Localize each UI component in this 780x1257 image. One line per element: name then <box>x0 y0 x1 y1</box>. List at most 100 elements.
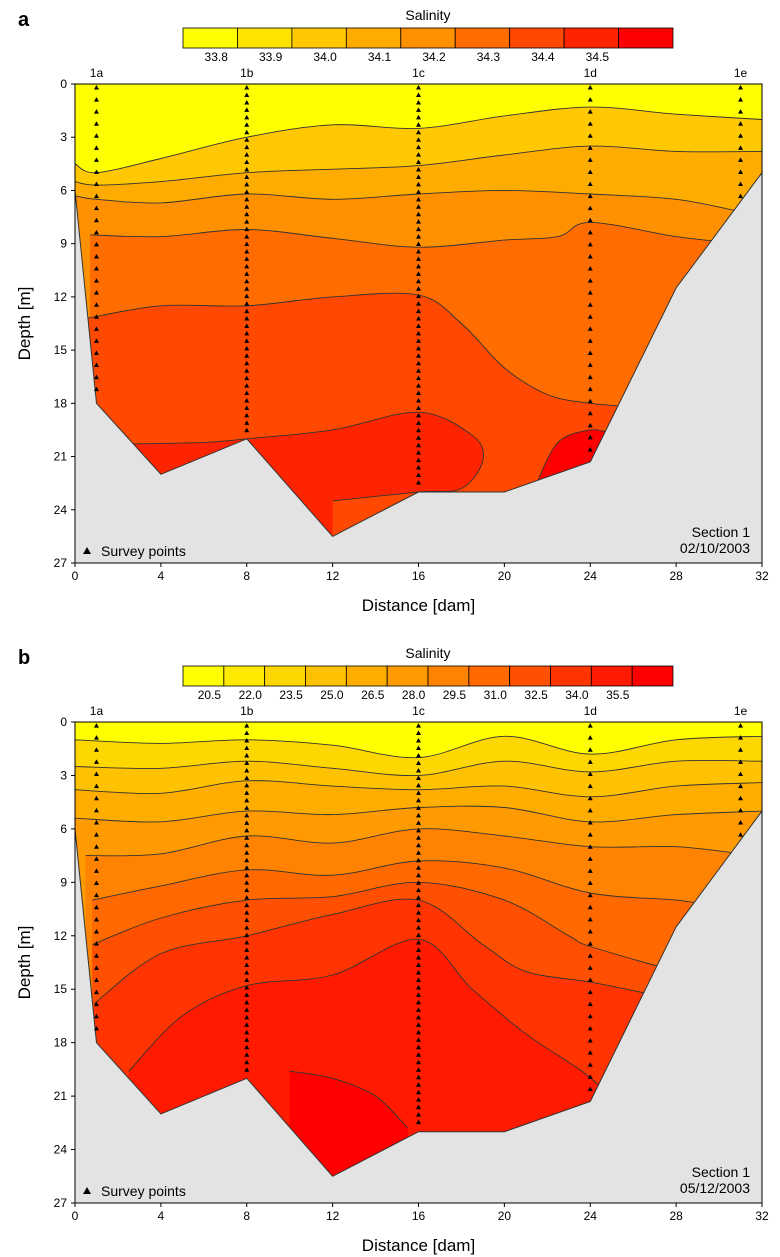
survey-point <box>244 427 250 433</box>
survey-point <box>416 1119 421 1125</box>
survey-point <box>244 969 250 975</box>
legend-tick-label: 33.8 <box>205 50 229 64</box>
legend-color-swatch <box>345 665 388 687</box>
legend-color-swatch <box>182 665 225 687</box>
y-tick-label: 3 <box>60 768 67 782</box>
survey-point <box>587 1050 593 1055</box>
survey-point <box>416 107 421 112</box>
y-tick-label: 27 <box>54 1196 68 1210</box>
legend-color-swatch <box>563 27 619 49</box>
survey-point <box>587 350 593 355</box>
survey-point <box>93 735 99 740</box>
legend-color-swatch <box>454 27 511 49</box>
survey-point <box>738 795 744 801</box>
survey-point <box>244 805 250 810</box>
survey-point <box>244 293 250 299</box>
survey-point <box>416 1037 421 1042</box>
survey-point <box>587 916 593 922</box>
legend-color-swatch <box>345 27 402 49</box>
survey-point <box>416 1067 421 1072</box>
survey-point <box>93 97 99 102</box>
survey-points-legend: Survey points <box>101 543 186 559</box>
survey-point <box>416 316 421 321</box>
survey-point <box>244 842 250 848</box>
legend-tick-label: 34.2 <box>422 50 446 64</box>
survey-point <box>93 819 99 825</box>
panel-label: a <box>18 9 30 31</box>
survey-point <box>93 844 99 849</box>
survey-point <box>416 872 421 878</box>
survey-point <box>93 386 99 392</box>
survey-point <box>416 368 421 373</box>
survey-point <box>587 1086 593 1091</box>
survey-point <box>738 735 744 740</box>
survey-point <box>244 107 250 112</box>
salinity-section-panel-a: a Salinity 33.8 33.9 34.0 34.1 34.2 34.3 34.4 34.… <box>15 7 769 615</box>
survey-point <box>587 169 593 174</box>
survey-point <box>416 465 421 470</box>
survey-point <box>416 850 421 855</box>
survey-point <box>416 442 421 448</box>
survey-point <box>416 219 421 224</box>
survey-point <box>587 241 593 247</box>
station-label: 1d <box>584 66 597 80</box>
survey-point <box>244 767 250 773</box>
survey-point <box>244 835 250 840</box>
survey-point <box>244 940 250 945</box>
survey-point <box>416 999 421 1005</box>
survey-point <box>244 962 250 967</box>
y-tick-label: 24 <box>54 503 68 517</box>
survey-point <box>244 129 250 135</box>
legend-color-swatch <box>400 27 456 49</box>
survey-point <box>244 1014 250 1020</box>
survey-point <box>416 286 421 291</box>
survey-point <box>93 314 99 319</box>
survey-point <box>244 797 250 803</box>
survey-point <box>416 910 421 915</box>
survey-point <box>416 969 421 975</box>
contour-line <box>75 759 762 777</box>
survey-point <box>93 362 99 368</box>
survey-point <box>416 895 421 900</box>
y-tick-label: 12 <box>54 929 68 943</box>
survey-point <box>738 723 744 728</box>
x-tick-label: 0 <box>72 569 79 583</box>
survey-point <box>244 286 250 291</box>
survey-point <box>93 193 99 199</box>
survey-point <box>416 144 421 150</box>
survey-point <box>416 99 421 105</box>
legend-tick-label: 34.0 <box>313 50 337 64</box>
contour-line <box>117 411 484 502</box>
survey-point <box>244 174 250 179</box>
survey-point <box>738 121 744 126</box>
survey-point <box>587 278 593 283</box>
legend-tick-label: 23.5 <box>279 688 303 702</box>
survey-point <box>416 865 421 870</box>
x-tick-label: 0 <box>72 1209 79 1223</box>
survey-point <box>416 940 421 945</box>
survey-point <box>416 1044 421 1050</box>
survey-point <box>587 326 593 331</box>
survey-point <box>244 278 250 284</box>
survey-point <box>244 1037 250 1042</box>
y-tick-label: 9 <box>60 237 67 251</box>
survey-point <box>244 144 250 150</box>
survey-point <box>416 752 421 758</box>
survey-point <box>244 92 250 97</box>
survey-point <box>93 217 99 223</box>
y-tick-label: 3 <box>60 130 67 144</box>
survey-point <box>244 850 250 855</box>
survey-point <box>416 450 421 455</box>
survey-point <box>93 181 99 187</box>
survey-point <box>93 121 99 126</box>
y-tick-label: 15 <box>54 343 68 357</box>
legend-tick-label: 34.5 <box>586 50 610 64</box>
survey-point <box>738 759 744 764</box>
survey-point <box>244 256 250 261</box>
survey-point <box>244 308 250 314</box>
survey-point <box>244 114 250 120</box>
survey-point <box>416 767 421 773</box>
survey-point <box>244 865 250 870</box>
survey-point <box>244 887 250 893</box>
survey-point <box>416 196 421 202</box>
